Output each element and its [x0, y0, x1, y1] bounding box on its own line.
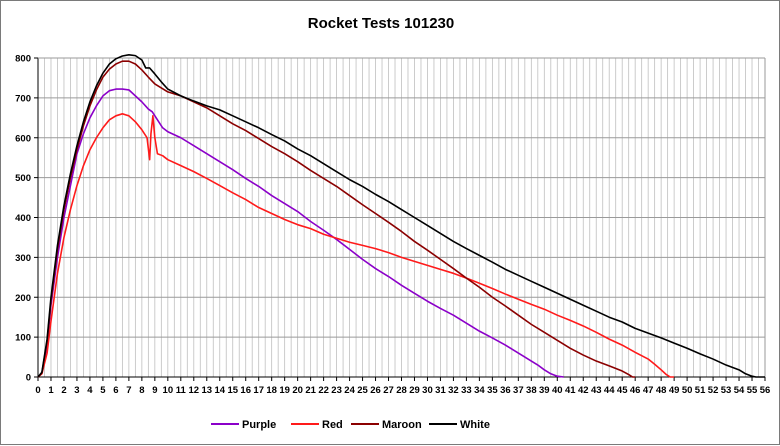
x-tick-label: 45	[617, 385, 628, 396]
x-tick-label: 46	[630, 385, 641, 396]
legend-label-maroon: Maroon	[382, 419, 422, 431]
legend: Purple Red Maroon White	[211, 419, 490, 431]
x-tick-label: 49	[669, 385, 680, 396]
y-tick-label: 800	[15, 54, 31, 65]
x-tick-label: 44	[604, 385, 615, 396]
legend-label-red: Red	[322, 419, 343, 431]
x-tick-label: 33	[461, 385, 472, 396]
series-line-maroon	[37, 60, 636, 378]
x-tick-label: 43	[591, 385, 602, 396]
x-tick-label: 20	[292, 385, 303, 396]
x-tick-label: 3	[74, 385, 79, 396]
x-tick-label: 30	[422, 385, 433, 396]
x-tick-label: 15	[227, 385, 238, 396]
x-tick-label: 2	[61, 385, 66, 396]
x-tick-label: 27	[383, 385, 394, 396]
x-tick-label: 51	[695, 385, 706, 396]
x-tick-label: 52	[708, 385, 719, 396]
x-tick-label: 53	[721, 385, 732, 396]
x-tick-label: 12	[188, 385, 199, 396]
chart-title: Rocket Tests 101230	[308, 15, 454, 32]
x-tick-label: 6	[113, 385, 118, 396]
y-tick-label: 500	[15, 173, 31, 184]
y-tick-label: 600	[15, 133, 31, 144]
x-tick-label: 11	[176, 385, 187, 396]
y-tick-label: 700	[15, 93, 31, 104]
x-tick-label: 47	[643, 385, 654, 396]
x-tick-label: 1	[48, 385, 54, 396]
x-tick-label: 31	[435, 385, 446, 396]
legend-label-purple: Purple	[242, 419, 276, 431]
x-tick-label: 0	[35, 385, 40, 396]
x-tick-label: 19	[279, 385, 290, 396]
x-tick-label: 22	[318, 385, 329, 396]
x-tick-label: 36	[500, 385, 511, 396]
x-tick-label: 40	[552, 385, 563, 396]
x-tick-label: 23	[331, 385, 342, 396]
x-tick-label: 34	[474, 385, 485, 396]
y-tick-label: 400	[15, 213, 31, 224]
x-tick-label: 41	[565, 385, 576, 396]
x-tick-label: 50	[682, 385, 693, 396]
y-tick-label: 200	[15, 293, 31, 304]
series-line-red	[37, 113, 675, 378]
x-tick-label: 39	[539, 385, 550, 396]
grid-lines	[37, 57, 766, 378]
x-tick-label: 9	[152, 385, 157, 396]
series-lines	[37, 54, 765, 378]
x-tick-label: 14	[214, 385, 225, 396]
x-tick-label: 35	[487, 385, 498, 396]
x-axis-ticks: 0 1 2 3 4 5 6 7 8 9 10 11 12 13 14 15 16 17 18 19 20 21 22 23 24…	[35, 377, 770, 396]
x-tick-label: 37	[513, 385, 524, 396]
x-tick-label: 26	[370, 385, 381, 396]
legend-label-white: White	[460, 419, 490, 431]
x-tick-label: 42	[578, 385, 589, 396]
y-tick-label: 0	[26, 373, 31, 384]
x-tick-label: 4	[87, 385, 93, 396]
x-tick-label: 48	[656, 385, 667, 396]
y-axis-ticks: 0 100 200 300 400 500 600 700 800	[15, 54, 38, 384]
x-tick-label: 28	[396, 385, 407, 396]
x-tick-label: 54	[734, 385, 745, 396]
x-tick-label: 56	[760, 385, 771, 396]
series-line-white	[37, 54, 765, 378]
x-tick-label: 24	[344, 385, 355, 396]
x-tick-label: 38	[526, 385, 537, 396]
x-tick-label: 17	[253, 385, 264, 396]
x-tick-label: 32	[448, 385, 459, 396]
y-tick-label: 100	[15, 333, 31, 344]
x-tick-label: 8	[139, 385, 144, 396]
x-tick-label: 18	[266, 385, 277, 396]
x-tick-label: 25	[357, 385, 368, 396]
x-tick-label: 13	[201, 385, 212, 396]
x-tick-label: 7	[126, 385, 131, 396]
x-tick-label: 5	[100, 385, 106, 396]
x-tick-label: 16	[240, 385, 251, 396]
series-line-purple	[37, 88, 564, 378]
x-tick-label: 55	[747, 385, 758, 396]
x-tick-label: 21	[305, 385, 316, 396]
x-tick-label: 10	[163, 385, 174, 396]
x-tick-label: 29	[409, 385, 420, 396]
y-tick-label: 300	[15, 253, 31, 264]
